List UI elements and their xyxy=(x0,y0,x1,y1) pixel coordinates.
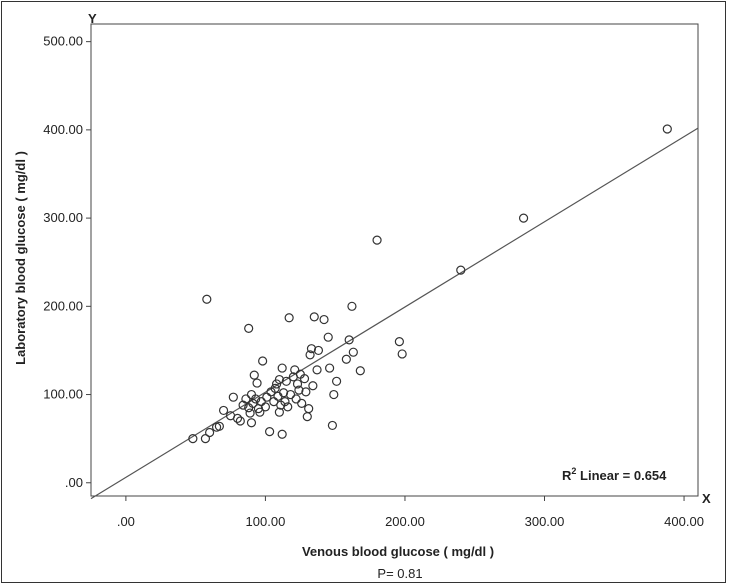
data-point xyxy=(232,413,243,423)
x-tick-label: 200.00 xyxy=(385,514,425,529)
data-point xyxy=(260,402,271,412)
data-point xyxy=(397,349,407,359)
y-tick-label: 100.00 xyxy=(43,387,83,402)
data-point xyxy=(372,235,382,245)
data-point xyxy=(327,420,338,431)
data-point xyxy=(214,421,224,431)
data-point xyxy=(313,345,324,356)
data-point xyxy=(347,301,357,311)
data-point xyxy=(255,407,265,417)
data-point xyxy=(290,365,300,375)
data-point xyxy=(281,376,291,386)
data-point xyxy=(218,405,229,416)
data-point xyxy=(302,411,312,422)
data-point xyxy=(278,388,289,398)
data-point xyxy=(241,394,251,404)
y-tick-label: 500.00 xyxy=(43,34,83,49)
data-point xyxy=(270,383,280,393)
regression-line xyxy=(90,127,699,500)
data-point xyxy=(228,392,238,402)
data-point xyxy=(258,356,268,366)
data-point xyxy=(312,365,322,375)
data-point xyxy=(238,400,248,410)
data-point xyxy=(188,434,198,444)
data-point xyxy=(284,313,294,323)
x-tick-label: 100.00 xyxy=(246,514,286,529)
r-squared-r: R xyxy=(562,468,572,483)
data-point xyxy=(251,394,261,404)
data-point xyxy=(245,408,255,418)
r-squared-label: R2 Linear = 0.654 xyxy=(562,466,667,483)
data-point xyxy=(297,398,307,408)
data-point xyxy=(304,404,314,414)
data-point xyxy=(200,434,211,444)
x-axis-title: Venous blood glucose ( mg/dl ) xyxy=(302,544,494,559)
r-squared-value: Linear = 0.654 xyxy=(576,468,667,483)
data-point xyxy=(329,389,339,400)
data-point xyxy=(299,374,310,384)
data-point xyxy=(518,213,529,223)
y-tick-label: 200.00 xyxy=(43,298,83,313)
data-point xyxy=(394,337,404,347)
data-point xyxy=(246,418,257,428)
x-tick-label: .00 xyxy=(117,514,135,529)
data-point xyxy=(331,376,342,386)
data-point xyxy=(325,363,335,373)
y-axis-title: Laboratory blood glucose ( mg/dl ) xyxy=(13,151,28,365)
data-point xyxy=(235,416,245,426)
data-point xyxy=(309,312,319,322)
data-point xyxy=(252,378,262,388)
data-point xyxy=(341,354,351,364)
data-point xyxy=(301,387,311,397)
data-point xyxy=(205,427,215,438)
data-point xyxy=(285,389,296,400)
data-point xyxy=(308,381,318,391)
data-point xyxy=(294,385,304,395)
y-axis-letter: Y xyxy=(88,11,97,26)
data-point xyxy=(244,323,254,333)
data-point xyxy=(305,350,315,360)
p-value-note: P= 0.81 xyxy=(377,566,422,581)
data-point xyxy=(292,379,303,389)
data-point xyxy=(291,394,301,404)
data-point xyxy=(265,426,275,437)
data-point xyxy=(277,429,287,439)
data-point xyxy=(274,407,284,417)
x-axis-letter: X xyxy=(702,491,711,506)
data-point xyxy=(274,374,284,385)
y-axis-ticks: .00 100.00 200.00 300.00 400.00 500.00 xyxy=(43,34,91,490)
x-axis-ticks: .00 100.00 200.00 300.00 400.00 xyxy=(117,496,704,529)
x-tick-label: 400.00 xyxy=(664,514,704,529)
data-point xyxy=(323,332,333,342)
data-point xyxy=(348,347,358,357)
y-tick-label: .00 xyxy=(65,475,83,490)
data-point xyxy=(306,344,317,354)
scatter-points xyxy=(188,124,672,444)
data-point xyxy=(344,335,354,345)
y-tick-label: 400.00 xyxy=(43,122,83,137)
data-point xyxy=(319,314,329,325)
data-point xyxy=(202,294,212,304)
y-tick-label: 300.00 xyxy=(43,210,83,225)
data-point xyxy=(662,124,672,134)
r-squared-superscript: 2 xyxy=(571,466,576,476)
x-tick-label: 300.00 xyxy=(525,514,565,529)
data-point xyxy=(456,265,466,275)
data-point xyxy=(280,397,290,407)
data-point xyxy=(249,370,259,380)
data-point xyxy=(277,363,287,373)
plot-area xyxy=(90,23,699,497)
data-point xyxy=(355,366,365,376)
data-point xyxy=(283,402,293,412)
